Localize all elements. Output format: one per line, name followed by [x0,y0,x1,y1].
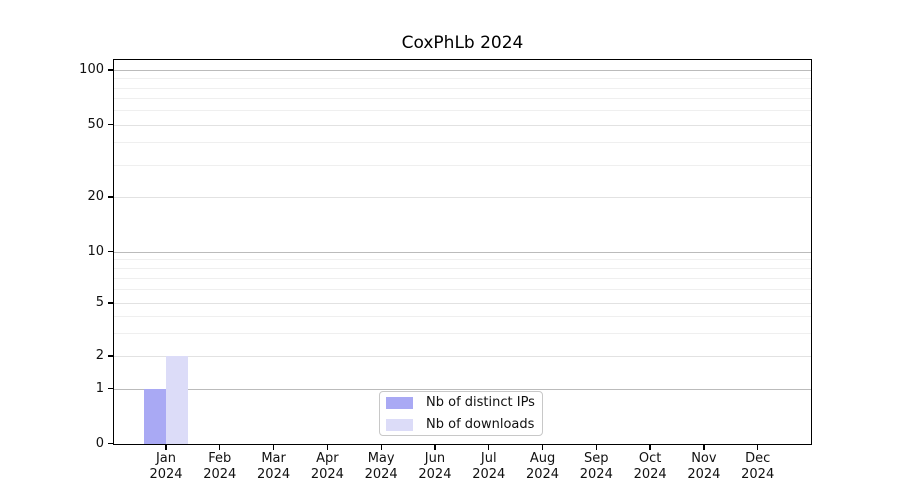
x-tick-apr [326,444,329,450]
x-tick-mar [272,444,275,450]
x-tick-year: 2024 [633,466,667,482]
x-tick-oct [649,444,651,450]
x-tick-month: May [367,451,395,466]
x-tick-year: 2024 [525,466,560,482]
x-tick-jul [488,444,490,450]
x-tick-feb [219,444,221,450]
gridline-major-5 [114,303,811,304]
legend-item-downloads: Nb of downloads [386,417,542,432]
y-tick-label-20: 20 [87,189,104,204]
gridline-minor-6 [114,289,811,291]
x-tick-month: Apr [316,451,339,466]
x-tick-month: Nov [691,451,717,466]
gridline-minor-30 [114,164,811,166]
bar-downloads-jan [166,356,188,444]
x-tick-label-jun: Jun 2024 [403,451,467,482]
x-tick-label-oct: Oct 2024 [618,451,682,482]
x-tick-label-jan: Jan 2024 [134,451,198,482]
plot-area [114,60,811,444]
gridline-minor-80 [114,87,811,89]
y-tick-label-1: 1 [95,380,104,396]
x-tick-year: 2024 [149,466,183,482]
gridline-major-20 [114,197,811,198]
y-tick-20 [107,196,114,198]
y-tick-100 [107,69,114,71]
x-tick-month: Feb [208,451,232,466]
x-tick-label-mar: Mar 2024 [242,451,306,482]
y-tick-label-100: 100 [79,62,104,77]
x-tick-year: 2024 [741,466,775,482]
gridline-major-100 [114,70,811,71]
x-tick-year: 2024 [418,466,452,482]
x-tick-year: 2024 [472,466,506,482]
x-tick-year: 2024 [257,466,291,482]
y-tick-label-2: 2 [95,348,104,363]
x-tick-may [380,444,382,450]
x-tick-label-feb: Feb 2024 [188,451,252,482]
x-tick-label-jul: Jul 2024 [457,451,521,482]
y-tick-label-0: 0 [95,435,104,451]
legend-label-distinct-ips: Nb of distinct IPs [426,395,535,410]
x-tick-label-sep: Sep 2024 [564,451,628,482]
x-tick-year: 2024 [687,466,721,482]
legend: Nb of distinct IPs Nb of downloads [379,391,543,436]
gridline-major-2 [114,356,811,357]
y-tick-2 [107,355,114,357]
y-tick-0 [107,442,114,445]
x-tick-year: 2024 [310,466,344,482]
gridline-minor-40 [114,142,811,144]
gridline-major-50 [114,124,811,126]
bar-distinct-ips-jan [144,388,166,444]
x-tick-jun [434,444,436,450]
legend-swatch-distinct-ips [386,396,413,409]
x-tick-month: Oct [638,451,662,466]
y-tick-5 [107,302,114,304]
gridline-minor-60 [114,110,811,112]
x-tick-month: Dec [745,451,771,466]
x-tick-year: 2024 [579,466,613,482]
x-tick-label-nov: Nov 2024 [672,451,736,482]
gridline-minor-9 [114,259,811,261]
x-tick-sep [595,444,597,450]
gridline-major-10 [114,251,811,253]
x-tick-label-may: May 2024 [349,451,413,482]
y-tick-10 [107,250,114,253]
x-tick-year: 2024 [364,466,398,482]
x-tick-month: Aug [529,451,556,466]
gridline-minor-7 [114,278,811,279]
x-tick-label-dec: Dec 2024 [726,451,790,482]
x-tick-label-aug: Aug 2024 [511,451,575,482]
gridline-minor-90 [114,78,811,80]
y-tick-label-10: 10 [87,243,104,259]
gridline-minor-70 [114,98,811,100]
x-tick-month: Jul [480,451,497,466]
gridline-minor-3 [114,332,811,334]
x-tick-dec [757,444,759,450]
gridline-minor-4 [114,315,811,317]
x-tick-month: Sep [584,451,609,466]
gridline-major-1 [114,388,811,390]
x-tick-nov [703,444,705,450]
legend-swatch-downloads [386,418,413,431]
y-tick-label-50: 50 [87,116,104,132]
x-tick-jan [165,444,167,450]
y-tick-50 [107,123,114,126]
chart-title: CoxPhLb 2024 [401,33,524,53]
x-tick-label-apr: Apr 2024 [295,451,359,482]
gridline-minor-8 [114,268,811,270]
x-tick-month: Mar [261,451,286,466]
legend-item-distinct-ips: Nb of distinct IPs [386,395,542,410]
x-tick-aug [541,444,544,450]
x-tick-month: Jan [155,451,177,466]
legend-label-downloads: Nb of downloads [426,417,535,432]
y-tick-label-5: 5 [95,295,104,310]
x-tick-year: 2024 [203,466,237,482]
y-tick-1 [107,387,114,390]
x-tick-month: Jun [424,451,446,466]
